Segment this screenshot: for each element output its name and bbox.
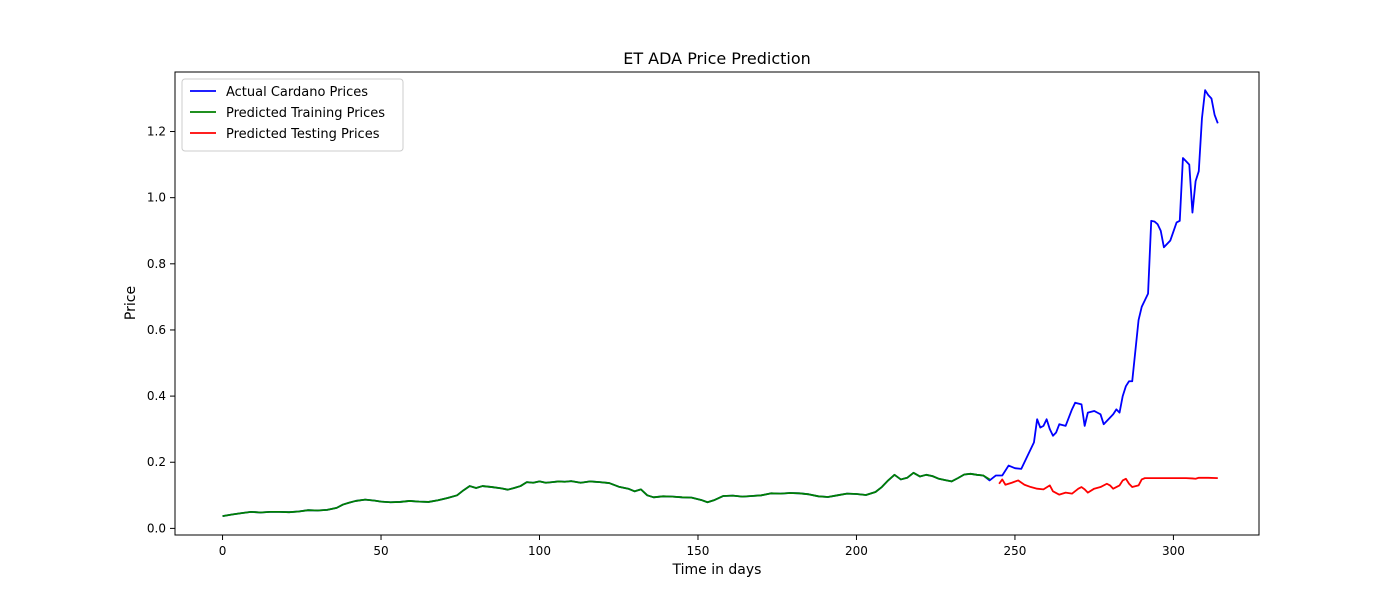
x-tick-label: 250 (1003, 544, 1026, 558)
y-tick-label: 0.6 (147, 323, 166, 337)
y-tick-label: 0.2 (147, 455, 166, 469)
plot-area (174, 71, 1260, 536)
y-tick-label: 0.4 (147, 389, 166, 403)
series-line-2 (998, 476, 1218, 496)
chart-title: ET ADA Price Prediction (623, 49, 811, 68)
x-tick-label: 200 (845, 544, 868, 558)
x-tick-label: 0 (219, 544, 227, 558)
y-tick-label: 1.0 (147, 191, 166, 205)
series-layer (222, 89, 1219, 518)
axes-frame (174, 71, 1260, 536)
legend-label-1: Predicted Training Prices (226, 106, 385, 121)
legend-label-2: Predicted Testing Prices (226, 127, 380, 142)
x-tick-label: 300 (1162, 544, 1185, 558)
legend: Actual Cardano Prices Predicted Training … (181, 78, 404, 152)
y-axis-label: Price (123, 286, 139, 320)
y-tick-label: 1.2 (147, 125, 166, 139)
x-tick-label: 100 (528, 544, 551, 558)
y-axis-ticks: 0.0 0.2 0.4 0.6 0.8 1.0 1.2 (147, 125, 175, 535)
legend-label-0: Actual Cardano Prices (226, 85, 368, 100)
x-axis-ticks: 0 50 100 150 200 250 300 (219, 535, 1185, 558)
x-tick-label: 150 (687, 544, 710, 558)
x-tick-label: 50 (373, 544, 388, 558)
legend-box (181, 78, 404, 152)
y-tick-label: 0.8 (147, 257, 166, 271)
x-axis-label: Time in days (672, 562, 762, 578)
y-tick-label: 0.0 (147, 521, 166, 535)
series-line-1 (222, 471, 991, 518)
